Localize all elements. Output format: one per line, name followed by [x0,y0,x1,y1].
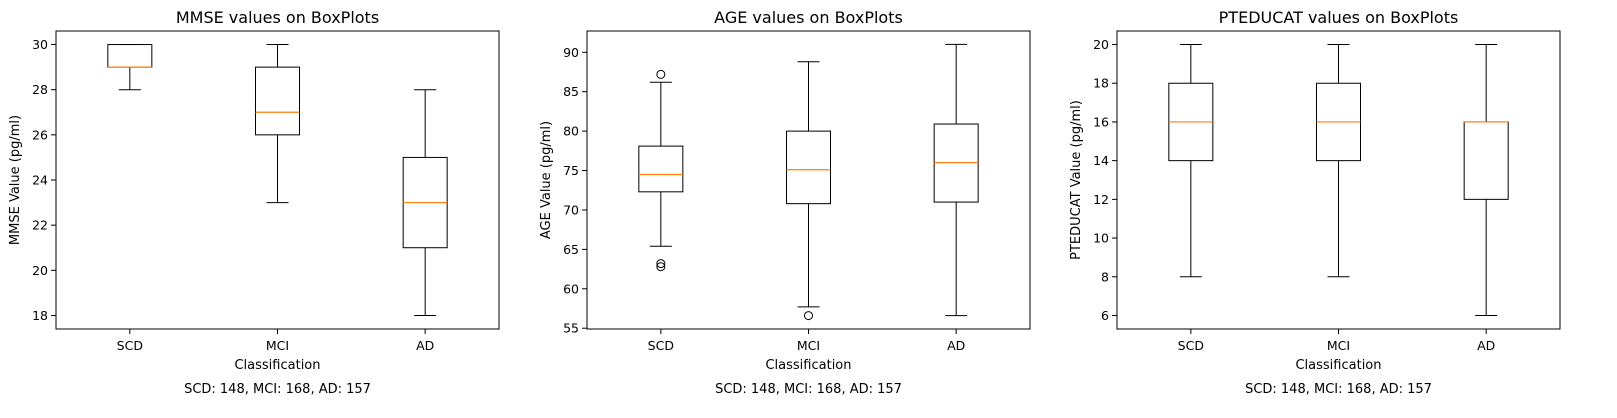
x-tick-label: SCD [1178,338,1204,353]
x-tick-label: MCI [797,338,820,353]
y-tick-label: 12 [1093,192,1109,207]
y-tick-label: 22 [32,218,48,233]
box-iqr [638,145,684,193]
y-tick-label: 26 [32,127,48,142]
box-scd [638,69,684,272]
y-tick-label: 30 [32,37,48,52]
outlier-point [656,259,666,269]
chart-panel-2: 55 60 65 70 75 80 85 90 SCD MCI AD AGE values on Bo… [539,8,1031,397]
y-tick-label: 6 [1101,308,1109,323]
y-tick-label: 80 [563,124,579,139]
y-tick-label: 18 [1093,76,1109,91]
y-tick-label: 14 [1093,153,1109,168]
y-tick-label: 60 [563,281,579,296]
outlier-point [656,69,666,79]
y-tick-label: 65 [563,242,579,257]
y-tick-label: 70 [563,202,579,217]
x-tick-label: SCD [648,338,674,353]
y-tick-label: 20 [32,263,48,278]
x-tick-label: AD [947,338,965,353]
y-tick-label: 24 [32,173,48,188]
chart-panel-1: 18 20 22 24 26 28 30 SCD MCI AD MMSE values on Box… [8,8,500,397]
box-iqr [1463,121,1509,200]
x-tick-label: MCI [266,338,289,353]
y-tick-label: 90 [563,45,579,60]
box-mci [1316,44,1361,278]
y-axis-label: MMSE Value (pg/ml) [8,115,23,245]
y-axis-label: PTEDUCAT Value (pg/ml) [1069,100,1084,260]
box-ad [1463,44,1509,316]
chart-title: AGE values on BoxPlots [714,8,903,27]
x-tick-label: AD [416,338,434,353]
plot-area-frame [1116,30,1561,330]
y-tick-label: 20 [1093,37,1109,52]
y-tick-label: 18 [32,308,48,323]
x-tick-label: SCD [117,338,143,353]
outlier-point [656,262,666,272]
y-tick-label: 10 [1093,231,1109,246]
y-tick-label: 55 [563,321,579,336]
y-axis-label: AGE Value (pg/ml) [539,121,554,239]
sample-size-note: SCD: 148, MCI: 168, AD: 157 [184,382,371,397]
box-ad [402,89,448,316]
box-iqr [786,130,831,205]
y-tick-label: 28 [32,82,48,97]
x-axis-label: Classification [765,358,851,373]
plot-area-frame [586,30,1031,330]
x-axis-label: Classification [234,358,320,373]
x-tick-label: MCI [1327,338,1350,353]
box-iqr [107,44,153,68]
chart-panel-3: 6 8 10 12 14 16 18 20 SCD MCI AD PTEDUCAT values on… [1069,8,1561,397]
outlier-point [804,311,813,321]
chart-title: PTEDUCAT values on BoxPlots [1219,8,1459,27]
y-tick-label: 16 [1093,114,1109,129]
chart-title: MMSE values on BoxPlots [176,8,379,27]
x-axis-label: Classification [1295,358,1381,373]
sample-size-note: SCD: 148, MCI: 168, AD: 157 [715,382,902,397]
box-scd [107,44,153,91]
box-iqr [255,66,300,136]
box-ad [933,43,979,317]
box-mci [255,44,300,204]
y-tick-label: 8 [1101,269,1109,284]
x-tick-label: AD [1477,338,1495,353]
y-tick-label: 85 [563,84,579,99]
y-tick-label: 75 [563,163,579,178]
box-scd [1168,44,1214,278]
plot-area-frame [55,30,500,330]
box-mci [786,61,831,321]
sample-size-note: SCD: 148, MCI: 168, AD: 157 [1245,382,1432,397]
